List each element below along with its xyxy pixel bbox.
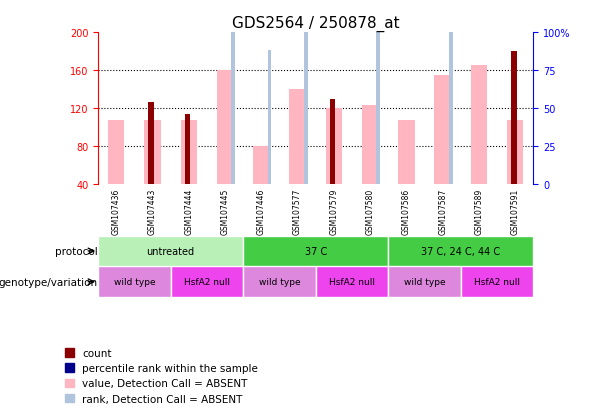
Bar	[478, 1, 482, 5]
Text: GSM107591: GSM107591	[511, 188, 520, 234]
Bar	[217, 71, 234, 184]
Text: GSM107579: GSM107579	[329, 188, 338, 235]
Text: GSM107443: GSM107443	[148, 188, 157, 235]
Bar	[243, 236, 388, 267]
Text: GSM107436: GSM107436	[112, 188, 121, 235]
Bar	[333, 4, 337, 8]
Legend: count, percentile rank within the sample, value, Detection Call = ABSENT, rank, : count, percentile rank within the sample…	[60, 344, 262, 408]
Bar	[304, 6, 308, 184]
Bar	[188, 26, 192, 31]
Bar	[253, 146, 270, 184]
Bar	[148, 103, 154, 184]
Bar	[326, 109, 342, 184]
Bar	[98, 267, 170, 297]
Bar	[316, 267, 388, 297]
Text: genotype/variation: genotype/variation	[0, 277, 97, 287]
Text: HsfA2 null: HsfA2 null	[329, 278, 375, 287]
Bar	[511, 52, 517, 184]
Text: GSM107444: GSM107444	[185, 188, 193, 235]
Title: GDS2564 / 250878_at: GDS2564 / 250878_at	[232, 16, 400, 32]
Bar	[231, 6, 235, 184]
Text: wild type: wild type	[113, 278, 155, 287]
Bar	[471, 66, 487, 184]
Bar	[185, 115, 191, 184]
Bar	[398, 121, 414, 184]
Text: 37 C, 24 C, 44 C: 37 C, 24 C, 44 C	[421, 246, 500, 256]
Text: untreated: untreated	[147, 246, 195, 256]
Bar	[268, 51, 272, 184]
Bar	[98, 236, 243, 267]
Text: 37 C: 37 C	[305, 246, 327, 256]
Text: GSM107446: GSM107446	[257, 188, 266, 235]
Bar	[170, 267, 243, 297]
Text: GSM107445: GSM107445	[221, 188, 229, 235]
Text: wild type: wild type	[404, 278, 445, 287]
Bar	[449, 12, 453, 184]
Text: HsfA2 null: HsfA2 null	[184, 278, 230, 287]
Text: wild type: wild type	[259, 278, 300, 287]
Text: HsfA2 null: HsfA2 null	[474, 278, 520, 287]
Bar	[461, 267, 533, 297]
Bar	[362, 106, 378, 184]
Bar	[330, 100, 335, 184]
Text: GSM107586: GSM107586	[402, 188, 411, 234]
Bar	[108, 121, 124, 184]
Bar	[144, 121, 161, 184]
Bar	[507, 121, 524, 184]
Bar	[388, 267, 461, 297]
Bar	[435, 76, 451, 184]
Text: GSM107577: GSM107577	[293, 188, 302, 235]
Bar	[388, 236, 533, 267]
Text: GSM107587: GSM107587	[438, 188, 447, 234]
Bar	[243, 267, 316, 297]
Text: protocol: protocol	[55, 246, 97, 256]
Text: GSM107580: GSM107580	[365, 188, 375, 234]
Bar	[376, 10, 380, 184]
Bar	[180, 121, 197, 184]
Bar	[152, 10, 156, 14]
Text: GSM107589: GSM107589	[474, 188, 484, 234]
Bar	[289, 90, 306, 184]
